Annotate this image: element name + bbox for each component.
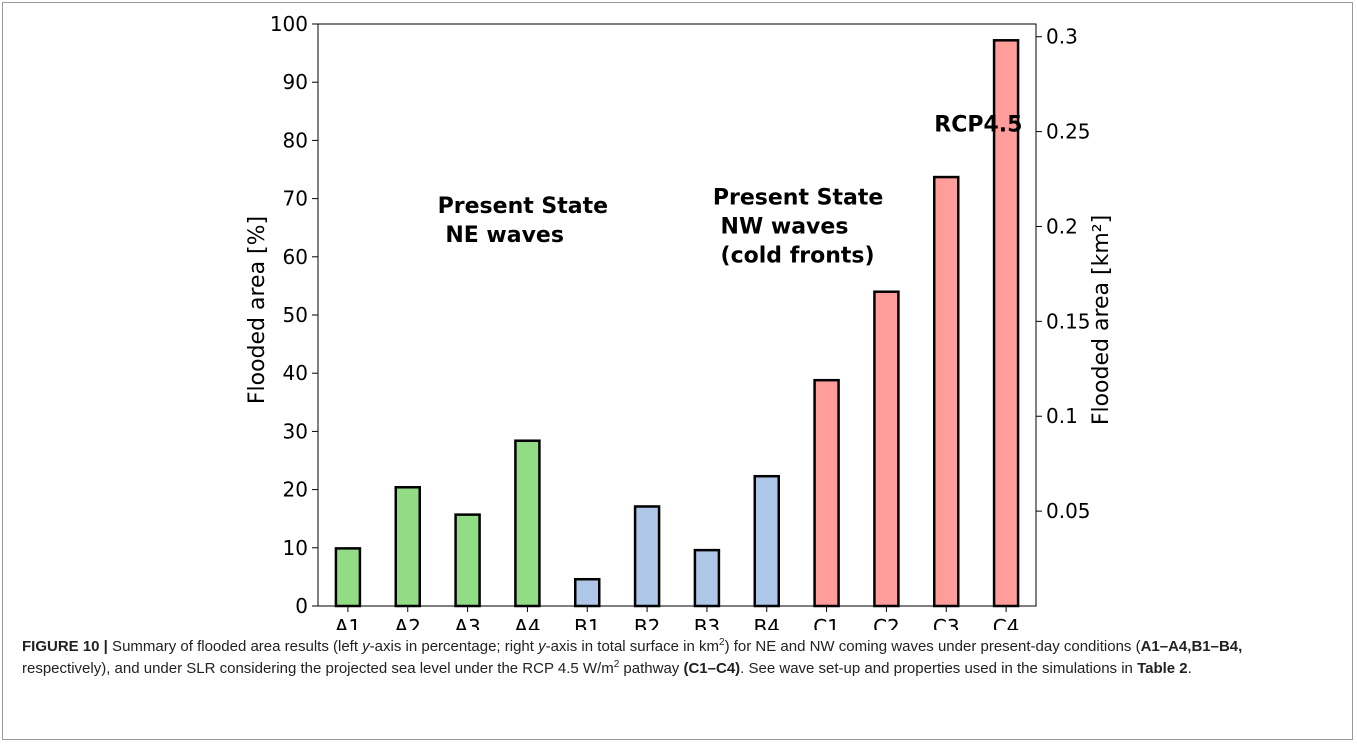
- bar-b3: [693, 548, 721, 608]
- x-tick-label-b1: B1: [574, 615, 600, 630]
- x-tick-label-c1: C1: [813, 615, 840, 630]
- x-tick-label-b4: B4: [754, 615, 780, 630]
- y2-tick-label: 0.25: [1046, 120, 1091, 144]
- bar-b1: [574, 577, 601, 608]
- caption-label: FIGURE 10 |: [22, 638, 108, 655]
- x-tick-label-a4: A4: [514, 615, 540, 630]
- caption-superscript-1: 2: [719, 637, 725, 648]
- caption-text-3: -axis in total surface in km: [545, 638, 719, 655]
- y-axis-label-left: Flooded area [%]: [245, 216, 270, 404]
- figure-caption: FIGURE 10 | Summary of flooded area resu…: [22, 636, 1322, 680]
- caption-text-7: . See wave set-up and properties used in…: [740, 660, 1138, 677]
- bar-b4: [753, 474, 780, 608]
- y-tick-label: 0: [295, 594, 308, 618]
- caption-text-5: respectively), and under SLR considering…: [22, 660, 614, 677]
- y2-tick-label: 0.1: [1046, 404, 1078, 428]
- bar-c2: [873, 290, 900, 608]
- y-tick-label: 20: [283, 478, 308, 502]
- x-tick-label-b3: B3: [694, 615, 720, 630]
- y2-tick-label: 0.05: [1046, 499, 1091, 523]
- y-tick-label: 90: [283, 70, 308, 94]
- y-tick-label: 70: [283, 187, 308, 211]
- bar-a2: [394, 486, 421, 608]
- y2-tick-label: 0.15: [1046, 309, 1091, 333]
- x-tick-label-c3: C3: [933, 615, 960, 630]
- caption-superscript-2: 2: [613, 659, 620, 670]
- caption-text-2: -axis in percentage; right: [369, 638, 539, 655]
- annotations-layer: Present State NE waves Present State NW w…: [438, 113, 1023, 269]
- caption-table-ref: Table 2: [1137, 660, 1188, 677]
- caption-bold-2: (C1–C4): [683, 660, 741, 677]
- y-tick-label: 40: [283, 361, 308, 385]
- bar-b2: [633, 505, 661, 608]
- caption-italic-y-1: y: [362, 638, 370, 655]
- y-tick-label: 50: [283, 303, 308, 327]
- y-tick-label: 30: [283, 419, 308, 443]
- bar-c3: [933, 175, 960, 608]
- caption-italic-y-2: y: [538, 638, 546, 655]
- axes-layer: 0 10 20 30 40 50 60 70 80 90 100 0.05 0.1 0.15 0.2 0.25…: [270, 12, 1091, 630]
- caption-text-4: ) for NE and NW coming waves under prese…: [724, 638, 1141, 655]
- plot-frame: [317, 23, 1037, 607]
- bars-layer: [334, 39, 1020, 608]
- y2-tick-label: 0.3: [1046, 25, 1078, 49]
- y-tick-label: 10: [283, 536, 308, 560]
- caption-text-1: Summary of flooded area results (left: [107, 638, 363, 655]
- bar-c1: [813, 378, 840, 608]
- x-tick-label-c4: C4: [993, 615, 1020, 630]
- x-tick-label-a3: A3: [454, 615, 480, 630]
- chart-annotation-2: Present State NW waves (cold fronts): [713, 185, 883, 268]
- x-tick-label-a2: A2: [395, 615, 421, 630]
- y2-tick-label: 0.2: [1046, 214, 1078, 238]
- chart-annotation-1: Present State NE waves: [438, 194, 608, 248]
- y-tick-label: 80: [283, 128, 308, 152]
- bar-a1: [334, 547, 362, 608]
- chart-annotation-3: RCP4.5: [934, 113, 1022, 138]
- y-axis-label-right: Flooded area [km²]: [1089, 215, 1114, 425]
- y-tick-label: 100: [270, 12, 308, 36]
- bar-a4: [514, 439, 541, 608]
- caption-text-8: .: [1187, 660, 1192, 677]
- x-tick-label-a1: A1: [335, 615, 361, 630]
- x-tick-label-c2: C2: [873, 615, 900, 630]
- caption-text-6: pathway: [619, 660, 684, 677]
- bar-chart: Present State NE waves Present State NW w…: [245, 12, 1114, 630]
- caption-bold-1: A1–A4,B1–B4,: [1140, 638, 1243, 655]
- y-tick-label: 60: [283, 245, 308, 269]
- bar-a3: [454, 513, 481, 608]
- x-tick-label-b2: B2: [634, 615, 660, 630]
